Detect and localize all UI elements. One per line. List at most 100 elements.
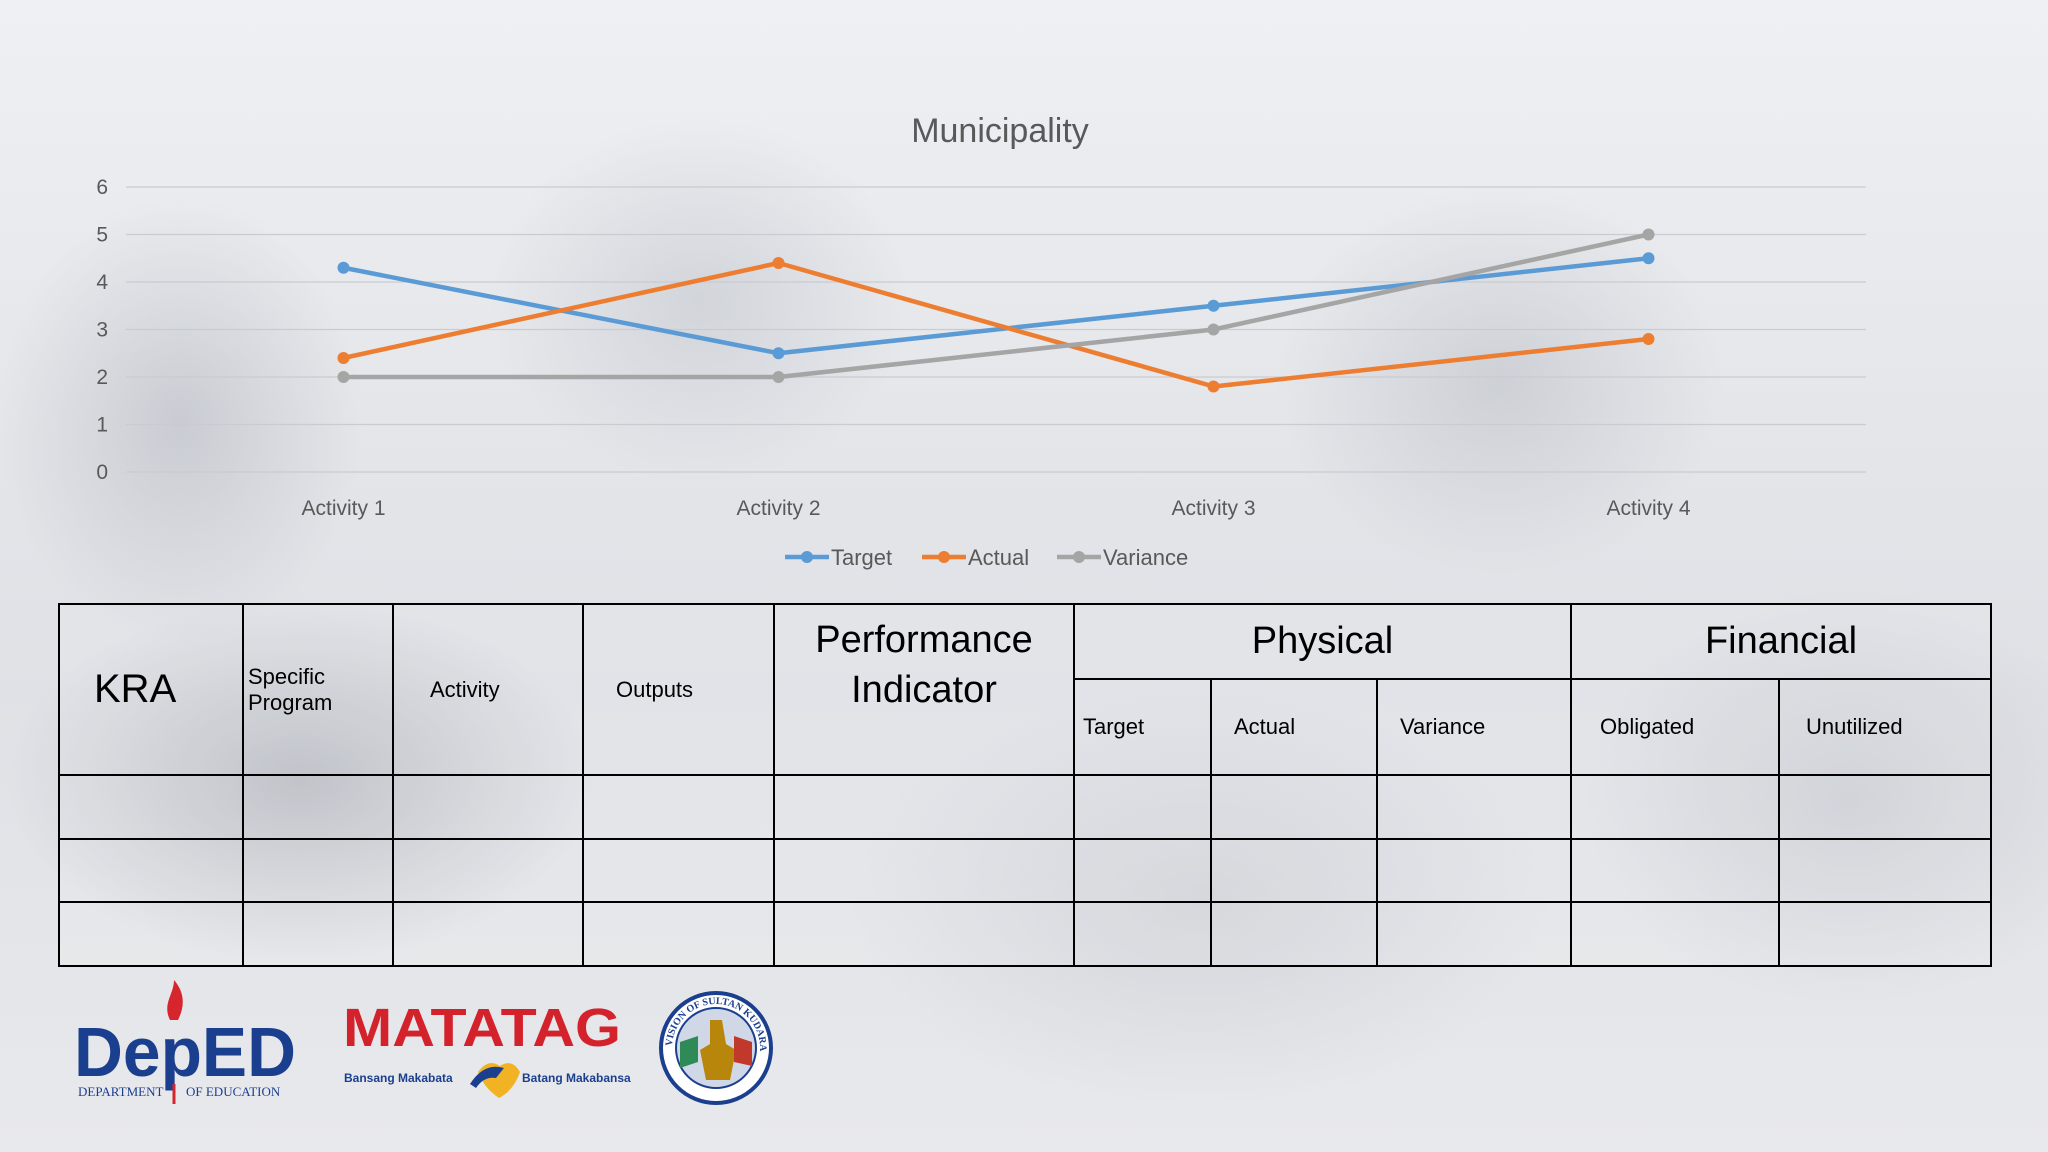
table-cell[interactable] — [582, 837, 775, 904]
y-tick-label: 3 — [96, 319, 108, 342]
header-outputs: Outputs — [582, 602, 775, 777]
deped-logo: DepED DEPARTMENT OF EDUCATION — [74, 980, 296, 1104]
subheader-obligated: Obligated — [1570, 677, 1780, 777]
legend-item-target: Target — [785, 545, 892, 570]
table-cell[interactable] — [1570, 901, 1780, 967]
legend-marker — [938, 551, 950, 563]
table-cell[interactable] — [392, 901, 584, 967]
table-row — [58, 837, 1993, 904]
table-cell[interactable] — [773, 901, 1075, 967]
matatag-right-caption: Batang Makabansa — [522, 1071, 631, 1085]
header-specific-program: Specific Program — [242, 602, 394, 777]
data-point-actual — [772, 257, 785, 269]
table-cell[interactable] — [58, 837, 244, 904]
subheader-target: Target — [1073, 677, 1212, 777]
table-cell[interactable] — [1376, 774, 1572, 840]
matatag-wordmark: MATATAG — [343, 998, 621, 1058]
table-cell[interactable] — [1073, 901, 1212, 967]
table-cell[interactable] — [392, 774, 584, 840]
header-physical: Physical — [1073, 603, 1572, 680]
data-point-variance — [337, 371, 350, 383]
series-line-actual — [341, 260, 1651, 389]
subheader-actual: Actual — [1210, 677, 1378, 777]
subheader-unutilized: Unutilized — [1777, 677, 1993, 777]
header-performance-line2: Indicator — [851, 669, 997, 711]
data-point-target — [337, 261, 350, 274]
table-cell[interactable] — [1210, 901, 1378, 967]
y-tick-label: 1 — [96, 414, 108, 437]
y-tick-label: 2 — [96, 366, 108, 389]
data-point-actual — [1207, 380, 1220, 393]
chart-y-ticks: 0 1 2 3 4 5 6 — [96, 176, 108, 484]
deped-caption-right: OF EDUCATION — [186, 1084, 281, 1099]
legend-item-actual: Actual — [922, 545, 1029, 570]
x-tick-label: Activity 1 — [301, 497, 385, 520]
y-tick-label: 0 — [96, 461, 108, 484]
table-cell[interactable] — [58, 774, 244, 840]
header-kra: KRA — [58, 602, 244, 777]
table-cell[interactable] — [773, 774, 1075, 840]
table-cell[interactable] — [1376, 901, 1572, 967]
legend-label: Variance — [1103, 545, 1188, 570]
table-cell[interactable] — [1777, 774, 1993, 840]
legend-marker — [1073, 551, 1085, 563]
table-cell[interactable] — [1777, 837, 1993, 904]
y-tick-label: 5 — [96, 224, 108, 247]
header-specific-program-line1: Specific — [248, 663, 326, 689]
table-cell[interactable] — [1073, 837, 1212, 904]
deped-flame-icon — [167, 980, 183, 1020]
x-tick-label: Activity 4 — [1606, 497, 1690, 520]
series-line-variance — [341, 232, 1651, 380]
header-financial: Financial — [1569, 603, 1993, 680]
legend-label: Actual — [968, 545, 1029, 570]
table-row — [58, 901, 1993, 967]
header-specific-program-line2: Program — [248, 689, 333, 715]
data-point-variance — [772, 371, 785, 383]
table-cell[interactable] — [242, 774, 394, 840]
table-cell[interactable] — [242, 837, 394, 904]
matatag-left-caption: Bansang Makabata — [344, 1071, 453, 1085]
table-cell[interactable] — [1570, 837, 1780, 904]
matatag-logo: MATATAG Bansang Makabata Batang Makabans… — [343, 998, 631, 1098]
header-performance-indicator: Performance Indicator — [773, 602, 1075, 777]
table-cell[interactable] — [1570, 774, 1780, 840]
deped-wordmark: DepED — [74, 1013, 296, 1091]
data-point-variance — [1207, 323, 1220, 336]
legend-label: Target — [831, 545, 892, 570]
data-point-variance — [1642, 228, 1655, 241]
x-tick-label: Activity 2 — [736, 497, 820, 520]
table-cell[interactable] — [242, 901, 394, 967]
table-cell[interactable] — [582, 901, 775, 967]
deped-caption-left: DEPARTMENT — [78, 1084, 163, 1099]
x-tick-label: Activity 3 — [1171, 497, 1255, 520]
chart-series — [337, 228, 1655, 393]
data-point-actual — [337, 352, 350, 364]
performance-table: KRA Specific Program Activity Outputs Pe… — [58, 602, 1993, 967]
chart-title: Municipality — [911, 112, 1089, 150]
table-cell[interactable] — [58, 901, 244, 967]
legend-marker — [801, 551, 813, 563]
chart-x-ticks: Activity 1 Activity 2 Activity 3 Activity 4 — [301, 497, 1690, 520]
table-cell[interactable] — [582, 774, 775, 840]
seal-figure-icon — [700, 1020, 736, 1080]
data-point-target — [1642, 252, 1655, 265]
subheader-variance: Variance — [1376, 677, 1572, 777]
table-cell[interactable] — [1210, 837, 1378, 904]
table-cell[interactable] — [1073, 774, 1212, 840]
footer-logos: DepED DEPARTMENT OF EDUCATION MATATAG Ba… — [70, 980, 773, 1105]
table-cell[interactable] — [1777, 901, 1993, 967]
table-row — [58, 774, 1993, 840]
chart-legend: Target Actual Variance — [785, 545, 1188, 570]
header-activity: Activity — [392, 602, 584, 777]
table-cell[interactable] — [392, 837, 584, 904]
series-line-target — [341, 256, 1651, 356]
legend-item-variance: Variance — [1057, 545, 1188, 570]
table-cell[interactable] — [1210, 774, 1378, 840]
data-point-target — [1207, 299, 1220, 312]
table-cell[interactable] — [1376, 837, 1572, 904]
y-tick-label: 6 — [96, 176, 108, 199]
data-point-target — [772, 347, 785, 360]
table-cell[interactable] — [773, 837, 1075, 904]
header-performance-line1: Performance — [815, 619, 1033, 661]
